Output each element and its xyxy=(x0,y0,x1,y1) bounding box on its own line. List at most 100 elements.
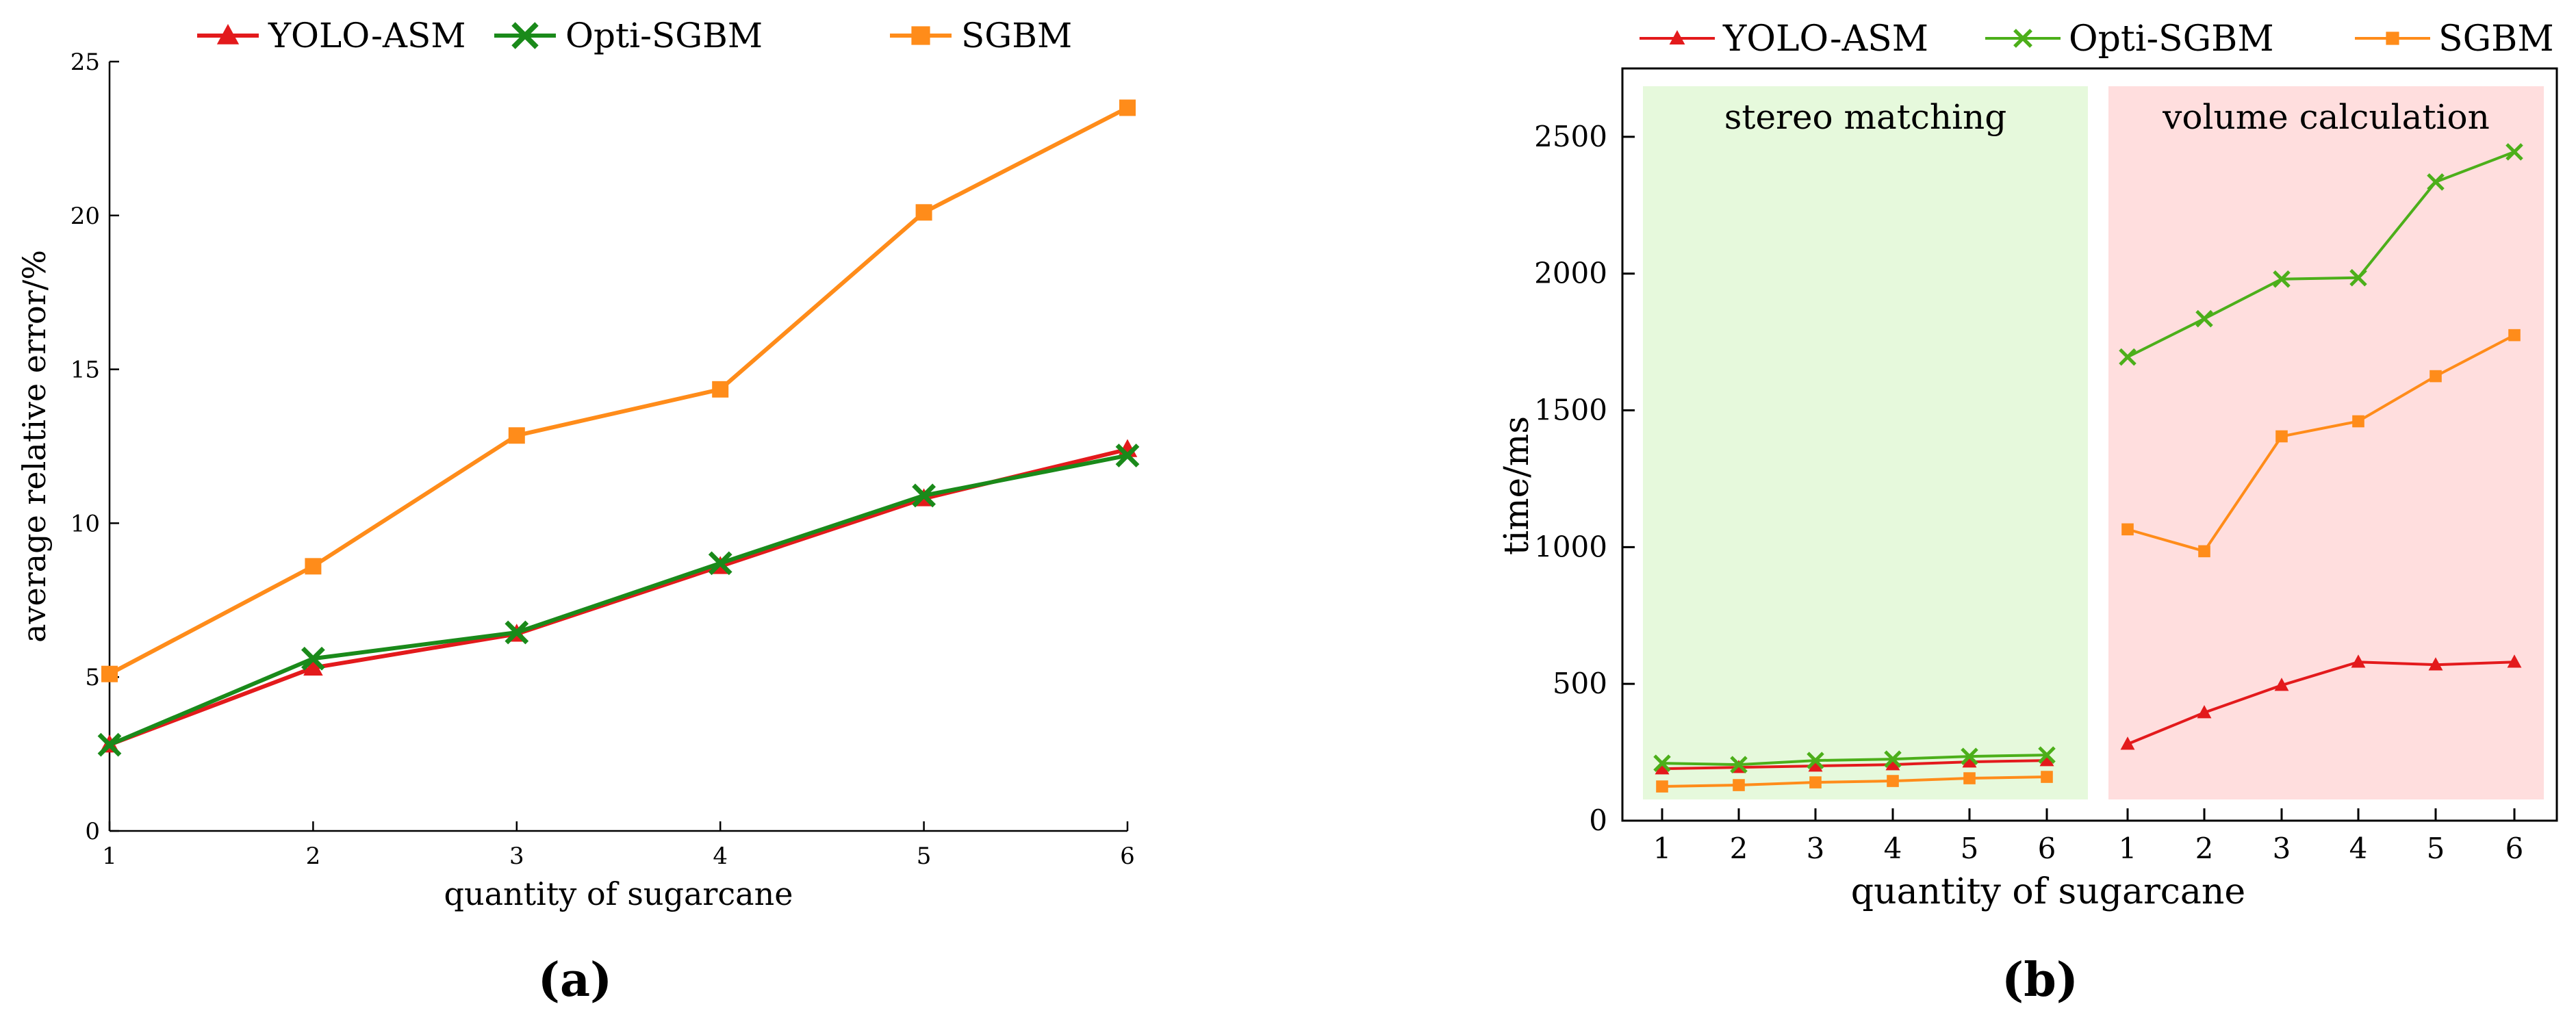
x-tick-label: 2 xyxy=(1730,832,1748,865)
data-point xyxy=(1887,775,1899,787)
x-tick-label: 4 xyxy=(2349,832,2368,865)
data-point xyxy=(2039,753,2054,767)
y-axis-label: average relative error/% xyxy=(16,250,53,643)
data-point xyxy=(712,381,729,398)
data-point xyxy=(2038,746,2056,764)
data-point xyxy=(2275,430,2288,443)
data-point xyxy=(2351,654,2366,668)
data-point xyxy=(1885,757,1900,771)
legend-marker xyxy=(911,26,930,45)
x-tick-label: 4 xyxy=(713,843,728,870)
plot-frame xyxy=(1621,67,2558,822)
y-tick-label: 1000 xyxy=(1534,530,1607,563)
data-point xyxy=(1730,756,1748,773)
x-tick-label: 1 xyxy=(2119,832,2137,865)
y-axis-label: time/ms xyxy=(1496,416,1536,555)
series-line xyxy=(1661,754,2048,767)
y-tick-label: 500 xyxy=(1553,667,1607,700)
y-tick-label: 2500 xyxy=(1534,120,1607,153)
data-point xyxy=(1961,747,1978,765)
series-line xyxy=(108,453,1128,747)
data-point xyxy=(301,646,325,671)
x-tick-label: 2 xyxy=(306,843,321,870)
y-tick-label: 15 xyxy=(71,357,100,384)
x-tick-label: 3 xyxy=(2273,832,2291,865)
legend-label: SGBM xyxy=(961,16,1072,55)
data-point xyxy=(2508,329,2521,342)
data-point xyxy=(912,483,936,508)
y-tick-label: 0 xyxy=(85,818,100,845)
x-tick-label: 6 xyxy=(2505,832,2524,865)
data-point xyxy=(2121,523,2134,536)
data-point xyxy=(305,558,322,575)
data-point xyxy=(2428,657,2443,671)
data-point xyxy=(2120,736,2135,750)
data-point xyxy=(97,732,122,757)
data-point xyxy=(101,665,118,682)
y-tick-label: 25 xyxy=(71,49,100,76)
x-tick-label: 1 xyxy=(102,843,117,870)
data-point xyxy=(508,427,525,444)
y-tick-label: 5 xyxy=(85,664,100,691)
data-point xyxy=(2195,309,2213,328)
x-tick-label: 6 xyxy=(1120,843,1135,870)
data-point xyxy=(2197,705,2212,719)
data-point xyxy=(2349,268,2367,287)
series-line xyxy=(2127,661,2515,745)
data-point xyxy=(2198,545,2210,558)
data-point xyxy=(1962,754,1977,768)
region-label: stereo matching xyxy=(1724,97,2007,137)
y-tick-label: 2000 xyxy=(1534,257,1607,290)
data-point xyxy=(1733,779,1745,791)
data-point xyxy=(1807,752,1824,769)
x-tick-label: 5 xyxy=(917,843,932,870)
x-tick-label: 2 xyxy=(2195,832,2214,865)
legend-label: Opti-SGBM xyxy=(2069,18,2274,60)
y-tick-label: 0 xyxy=(1589,804,1607,837)
data-point xyxy=(2505,143,2523,161)
data-point xyxy=(708,551,732,576)
data-point xyxy=(2352,415,2364,428)
data-point xyxy=(915,204,932,221)
region-stereo-matching xyxy=(1643,86,2088,799)
legend-marker xyxy=(216,24,240,44)
x-axis-label: quantity of sugarcane xyxy=(444,875,793,912)
data-point xyxy=(2119,348,2137,366)
legend-marker xyxy=(2386,31,2399,45)
y-tick-label: 20 xyxy=(71,203,100,230)
data-point xyxy=(2427,173,2445,191)
data-point xyxy=(1656,780,1668,793)
data-point xyxy=(1119,99,1136,116)
data-point xyxy=(1115,444,1140,467)
x-tick-label: 5 xyxy=(2427,832,2445,865)
legend-marker xyxy=(511,22,539,49)
chart-a: 0 5 10 15 20 25 1 2 3 4 5 6 quantity of sugarcane ave… xyxy=(16,16,1140,1008)
legend-marker xyxy=(1669,30,1685,44)
x-tick-label: 4 xyxy=(1884,832,1902,865)
data-point xyxy=(2507,654,2522,668)
x-axis-label: quantity of sugarcane xyxy=(1851,871,2245,912)
data-point xyxy=(1809,776,1822,788)
data-point xyxy=(1653,754,1671,772)
series-line xyxy=(1661,775,2048,788)
series-line xyxy=(1661,759,2048,771)
data-point xyxy=(2430,370,2442,383)
panel-label: (a) xyxy=(538,953,612,1008)
legend-label: YOLO-ASM xyxy=(1722,18,1928,60)
x-tick-label: 3 xyxy=(1807,832,1825,865)
region-label: volume calculation xyxy=(2162,97,2490,137)
data-point xyxy=(2041,771,2053,783)
panel-label: (b) xyxy=(2002,953,2078,1008)
y-tick-label: 1500 xyxy=(1534,394,1607,427)
region-volume-calculation xyxy=(2108,86,2544,799)
x-tick-label: 6 xyxy=(2038,832,2056,865)
x-tick-label: 1 xyxy=(1653,832,1672,865)
data-point xyxy=(505,620,529,645)
x-tick-label: 5 xyxy=(1961,832,1979,865)
data-point xyxy=(2274,678,2289,691)
legend-label: YOLO-ASM xyxy=(268,16,466,55)
series-line xyxy=(108,105,1129,676)
data-point xyxy=(303,657,323,676)
data-point xyxy=(1655,761,1670,775)
